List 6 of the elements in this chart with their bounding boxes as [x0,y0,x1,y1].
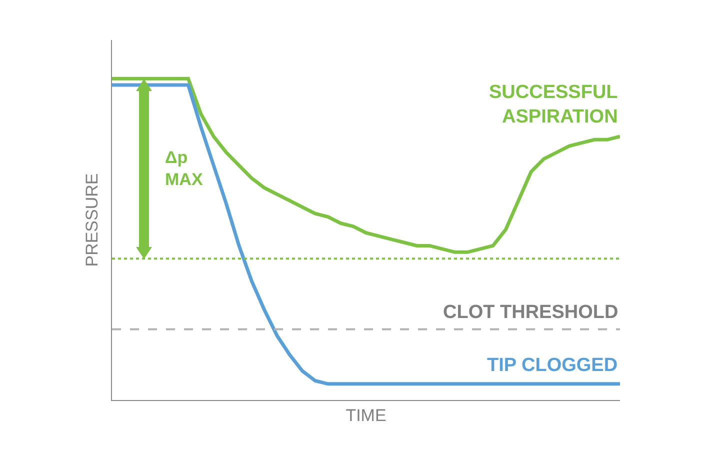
ref-line-label: CLOT THRESHOLD [443,302,618,323]
x-axis-title: TIME [346,406,386,425]
series-label: SUCCESSFUL ASPIRATION [489,82,618,128]
y-axis-title: PRESSURE [82,173,102,267]
annotation: Δp MAX [165,148,204,190]
series-label: TIP CLOGGED [487,355,618,376]
